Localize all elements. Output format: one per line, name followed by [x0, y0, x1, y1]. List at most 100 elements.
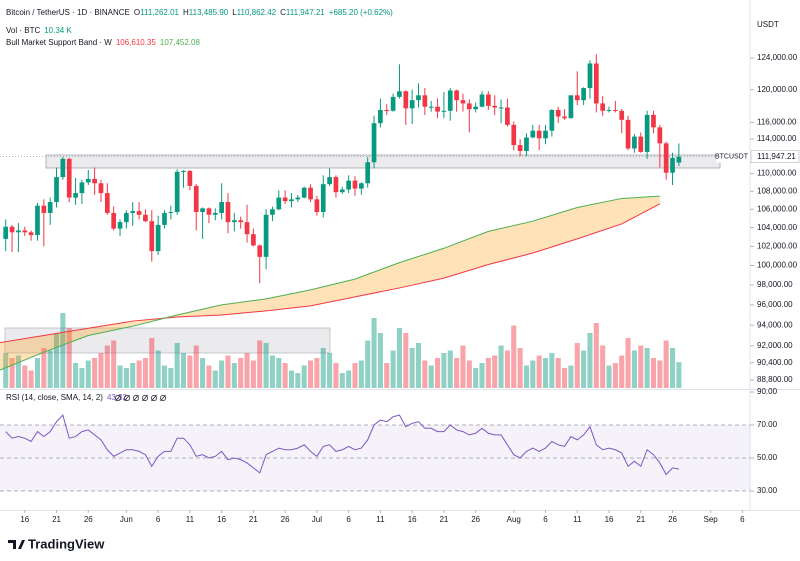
- volume-bar: [473, 368, 479, 388]
- x-tick-label: 11: [186, 515, 195, 524]
- x-tick-label: 21: [52, 515, 61, 524]
- candle-body: [581, 88, 586, 101]
- candle-body: [98, 183, 104, 194]
- candle-body: [606, 109, 612, 111]
- candle-body: [9, 226, 15, 233]
- volume-bar: [676, 362, 682, 388]
- volume-bar: [276, 358, 282, 388]
- volume-name: Vol · BTC: [6, 26, 40, 35]
- candle-body: [41, 205, 47, 213]
- x-tick-label: Jun: [120, 515, 133, 524]
- x-tick-label: 16: [217, 515, 226, 524]
- volume-bar: [555, 358, 561, 388]
- y-tick-label: 96,000.00: [757, 300, 793, 309]
- volume-bar: [238, 358, 244, 388]
- volume-bar: [314, 358, 320, 388]
- ohlc-label: H: [183, 8, 189, 17]
- volume-bar: [587, 333, 593, 388]
- x-tick-label: 11: [376, 515, 385, 524]
- volume-legend: Vol · BTC 10.34 K: [6, 26, 72, 35]
- volume-bar: [422, 360, 428, 388]
- volume-bar: [34, 358, 41, 388]
- candle-body: [543, 130, 548, 139]
- volume-bar: [479, 363, 485, 388]
- candle-body: [486, 94, 491, 106]
- volume-bar: [66, 328, 72, 388]
- candle-body: [225, 202, 231, 223]
- candle-body: [441, 110, 447, 112]
- candle-body: [530, 130, 536, 138]
- ohlc-value: 110,862.42: [237, 8, 277, 17]
- candle-body: [320, 184, 326, 213]
- candle-body: [435, 106, 440, 112]
- candle-body: [562, 116, 567, 119]
- volume-bar: [574, 343, 580, 388]
- volume-bar: [212, 370, 218, 388]
- legend-icon: [133, 395, 139, 401]
- volume-bar: [168, 368, 174, 388]
- volume-bar: [644, 348, 650, 388]
- candle-body: [397, 91, 402, 97]
- volume-bar: [47, 350, 53, 388]
- volume-bar: [352, 363, 358, 388]
- candle-body: [162, 212, 167, 225]
- candle-body: [231, 220, 237, 223]
- y-tick-label: 88,800.00: [757, 375, 793, 384]
- y-tick-label: 114,000.00: [757, 134, 797, 143]
- candle-body: [3, 226, 9, 239]
- candle-body: [574, 95, 580, 101]
- change-value: +685.20 (+0.62%): [329, 8, 393, 17]
- volume-bar: [85, 360, 91, 388]
- candle-body: [536, 130, 542, 139]
- candle-body: [282, 197, 288, 202]
- currency-label: USDT: [757, 20, 779, 29]
- volume-bar: [371, 318, 377, 388]
- legend-icon-slash: [151, 394, 157, 402]
- volume-bar: [3, 353, 9, 388]
- brand-logo: TradingView: [8, 536, 105, 551]
- volume-bar: [339, 373, 345, 388]
- candle-body: [270, 209, 275, 215]
- x-tick-label: 26: [668, 515, 677, 524]
- rsi-legend: RSI (14, close, SMA, 14, 2) 43.32: [6, 393, 128, 402]
- symbol-tag-label: BTCUSDT: [715, 153, 749, 160]
- volume-value: 10.34 K: [44, 26, 72, 35]
- candle-body: [511, 124, 517, 146]
- candle-body: [212, 212, 218, 215]
- volume-bar: [568, 365, 574, 388]
- candle-body: [498, 107, 504, 109]
- candle-body: [193, 185, 199, 213]
- legend-icon: [160, 395, 166, 401]
- ohlc-value: 111,262.01: [140, 8, 179, 17]
- volume-bar: [149, 338, 155, 388]
- x-tick-label: 6: [740, 515, 745, 524]
- legend-icon-slash: [133, 394, 139, 402]
- y-tick-label: 90,400.00: [757, 358, 793, 367]
- volume-bar: [60, 313, 66, 388]
- range-box: [4, 327, 331, 354]
- volume-bar: [155, 350, 161, 388]
- candle-body: [136, 211, 142, 215]
- volume-bar: [562, 368, 568, 388]
- y-tick-label: 70.00: [757, 420, 778, 429]
- volume-bar: [504, 350, 510, 388]
- candle-body: [555, 109, 561, 117]
- candle-body: [352, 180, 358, 189]
- volume-bar: [136, 360, 142, 388]
- x-tick-label: 16: [408, 515, 417, 524]
- candle-body: [378, 109, 383, 124]
- candle-body: [600, 103, 606, 111]
- candle-body: [85, 178, 91, 183]
- candle-body: [625, 119, 631, 149]
- candle-body: [517, 145, 523, 152]
- candle-body: [104, 193, 110, 213]
- volume-bar: [606, 365, 612, 388]
- legend-icon: [115, 395, 121, 401]
- volume-bar: [301, 365, 307, 388]
- candle-body: [219, 202, 224, 213]
- volume-bar: [542, 358, 549, 388]
- candle-body: [473, 106, 479, 110]
- volume-bar: [435, 358, 441, 388]
- x-tick-label: 6: [156, 515, 161, 524]
- volume-bar: [92, 358, 98, 388]
